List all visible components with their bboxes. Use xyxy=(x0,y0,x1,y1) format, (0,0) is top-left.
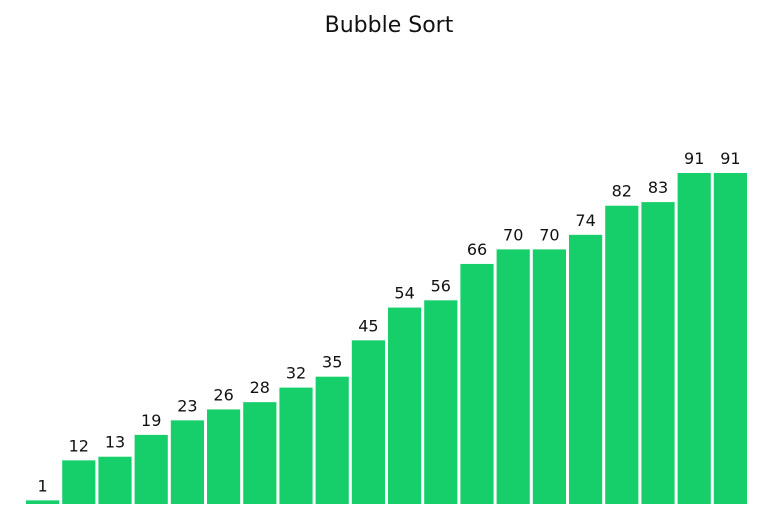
bar xyxy=(713,173,747,504)
value-label: 66 xyxy=(467,240,487,259)
bar xyxy=(388,307,422,504)
bar xyxy=(569,234,603,505)
bar xyxy=(279,387,313,504)
bar xyxy=(677,173,711,504)
value-label: 91 xyxy=(720,149,740,168)
value-label: 28 xyxy=(250,378,270,397)
value-label: 74 xyxy=(575,211,595,230)
bar xyxy=(207,409,241,504)
value-label: 32 xyxy=(286,364,306,383)
bar xyxy=(424,300,458,504)
bar xyxy=(243,402,277,504)
value-label: 19 xyxy=(141,411,161,430)
bar xyxy=(351,340,385,504)
bar xyxy=(134,434,168,504)
value-label: 82 xyxy=(612,182,632,201)
bar xyxy=(26,500,60,504)
bar xyxy=(532,249,566,504)
bar xyxy=(98,456,132,504)
value-label: 83 xyxy=(648,178,668,197)
value-label: 23 xyxy=(177,396,197,415)
value-label: 45 xyxy=(358,316,378,335)
value-label: 70 xyxy=(539,225,559,244)
value-label: 12 xyxy=(69,436,89,455)
bar xyxy=(605,205,639,504)
bar xyxy=(496,249,530,504)
bar xyxy=(62,460,96,504)
value-label: 1 xyxy=(38,476,48,495)
value-label: 26 xyxy=(213,385,233,404)
value-label: 13 xyxy=(105,433,125,452)
value-label: 56 xyxy=(431,276,451,295)
value-label: 70 xyxy=(503,225,523,244)
value-label: 54 xyxy=(394,284,414,303)
value-label: 91 xyxy=(684,149,704,168)
bar xyxy=(315,376,349,504)
chart-title: Bubble Sort xyxy=(325,13,454,38)
value-label: 35 xyxy=(322,353,342,372)
bar xyxy=(641,202,675,504)
bar xyxy=(460,263,494,504)
bar xyxy=(170,420,204,504)
